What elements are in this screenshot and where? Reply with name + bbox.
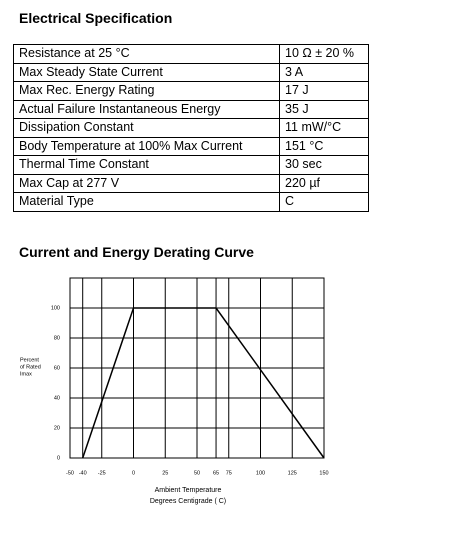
x-tick-label: -40 <box>79 470 87 476</box>
table-cell: 151 °C <box>279 136 369 156</box>
x-axis-label: Ambient Temperature <box>155 487 222 494</box>
table-row: Material Type C <box>13 192 369 212</box>
table-cell: 3 A <box>279 62 369 82</box>
table-cell: 11 mW/°C <box>279 118 369 138</box>
table-cell: Resistance at 25 °C <box>13 44 280 64</box>
table-row: Dissipation Constant 11 mW/°C <box>13 118 369 138</box>
table-row: Body Temperature at 100% Max Current 151 … <box>13 136 369 156</box>
y-tick-label: 40 <box>54 395 60 401</box>
y-tick-label: 100 <box>51 305 60 311</box>
table-cell: Actual Failure Instantaneous Energy <box>13 99 280 119</box>
spec-table: Resistance at 25 °C 10 Ω ± 20 % Max Steady… <box>13 44 369 212</box>
table-cell: 220 µf <box>279 173 369 193</box>
x-tick-label: -50 <box>66 470 74 476</box>
table-cell: Material Type <box>13 192 280 212</box>
y-tick-label: 60 <box>54 365 60 371</box>
heading: Electrical Specification <box>19 10 173 26</box>
table-cell: Max Rec. Energy Rating <box>13 81 280 101</box>
x-tick-label: 0 <box>132 470 135 476</box>
table-cell: Dissipation Constant <box>13 118 280 138</box>
table-row: Thermal Time Constant 30 sec <box>13 155 369 175</box>
y-axis-label: of Rated <box>20 364 41 370</box>
table-row: Actual Failure Instantaneous Energy 35 J <box>13 99 369 119</box>
table-row: Max Steady State Current 3 A <box>13 62 369 82</box>
x-tick-label: -25 <box>98 470 106 476</box>
y-tick-label: 20 <box>54 425 60 431</box>
x-tick-label: 25 <box>162 470 168 476</box>
table-cell: 17 J <box>279 81 369 101</box>
y-tick-label: 80 <box>54 335 60 341</box>
x-tick-label: 50 <box>194 470 200 476</box>
chart-title: Current and Energy Derating Curve <box>19 244 254 260</box>
table-cell: 30 sec <box>279 155 369 175</box>
y-axis-label: Percent <box>20 357 39 363</box>
chart: 0 20 40 60 80 100 -50 -40 -25 0 25 50 65 75 100 125 150 P… <box>20 277 329 505</box>
table-row: Resistance at 25 °C 10 Ω ± 20 % <box>13 44 369 64</box>
x-tick-label: 75 <box>226 470 232 476</box>
table-cell: Max Steady State Current <box>13 62 280 82</box>
table-cell: 35 J <box>279 99 369 119</box>
table-cell: Max Cap at 277 V <box>13 173 280 193</box>
table-cell: 10 Ω ± 20 % <box>279 44 369 64</box>
y-axis-label: Imax <box>20 371 32 377</box>
table-cell: Thermal Time Constant <box>13 155 280 175</box>
data-line <box>81 307 325 459</box>
x-tick-label: 100 <box>256 470 265 476</box>
y-tick-label: 0 <box>57 455 60 461</box>
x-axis-label: Degrees Centigrade ( C) <box>150 498 226 505</box>
x-tick-label: 65 <box>213 470 219 476</box>
table-cell: Body Temperature at 100% Max Current <box>13 136 280 156</box>
table-cell: C <box>279 192 369 212</box>
table-row: Max Rec. Energy Rating 17 J <box>13 81 369 101</box>
x-tick-label: 150 <box>319 470 328 476</box>
x-tick-label: 125 <box>288 470 297 476</box>
table-row: Max Cap at 277 V 220 µf <box>13 173 369 193</box>
